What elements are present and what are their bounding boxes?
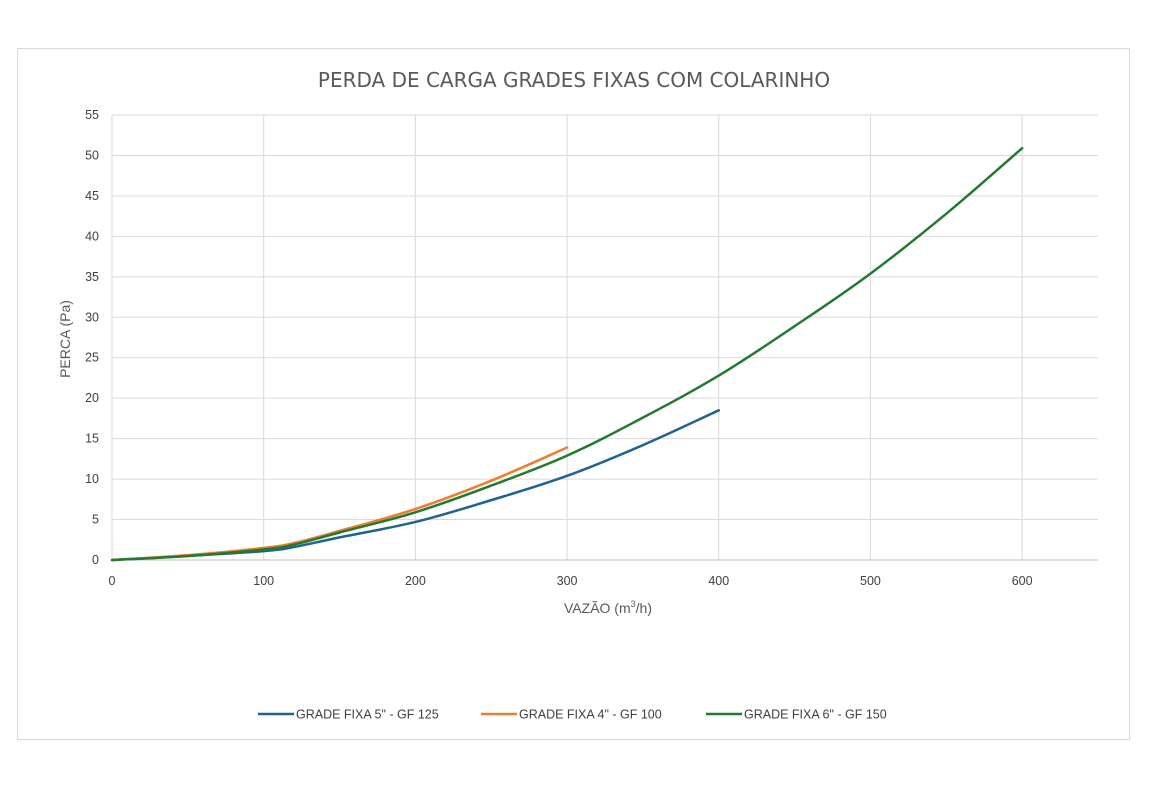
- legend: GRADE FIXA 5" - GF 125 GRADE FIXA 4" - GF…: [258, 708, 887, 722]
- y-axis-title: PERCA (Pa): [57, 300, 73, 378]
- chart-title: PERDA DE CARGA GRADES FIXAS COM COLARINH…: [318, 68, 830, 92]
- y-tick-label: 55: [85, 108, 99, 122]
- y-tick-label: 40: [85, 229, 99, 243]
- x-tick-label: 0: [109, 574, 116, 588]
- y-tick-label: 10: [85, 472, 99, 486]
- y-tick-label: 5: [92, 513, 99, 527]
- y-tick-label: 35: [85, 270, 99, 284]
- gridlines: [112, 114, 1098, 560]
- x-tick-label: 200: [405, 574, 426, 588]
- legend-label: GRADE FIXA 6" - GF 150: [744, 708, 887, 722]
- x-axis-title-superscript: 3: [631, 599, 636, 609]
- legend-item-3: GRADE FIXA 6" - GF 150: [706, 708, 887, 722]
- chart-frame: 0 5 10 15 20 25 30 35 40 45 50 55 0 100 200 300 400 500 60…: [17, 48, 1130, 740]
- y-tick-label: 25: [85, 351, 99, 365]
- series-lines: [110, 146, 1024, 562]
- y-tick-label: 15: [85, 432, 99, 446]
- x-axis-title-suffix: /h): [636, 600, 652, 616]
- legend-item-2: GRADE FIXA 4" - GF 100: [481, 708, 662, 722]
- x-tick-label: 500: [860, 574, 881, 588]
- tick-labels: 0 5 10 15 20 25 30 35 40 45 50 55 0 100 200 300 400 500 60…: [85, 108, 1033, 588]
- axes: [111, 115, 1098, 561]
- x-axis-title-prefix: VAZÃO (m: [564, 600, 631, 616]
- legend-label: GRADE FIXA 4" - GF 100: [519, 708, 662, 722]
- x-tick-label: 400: [708, 574, 729, 588]
- legend-item-1: GRADE FIXA 5" - GF 125: [258, 708, 439, 722]
- y-tick-label: 50: [85, 148, 99, 162]
- y-tick-label: 30: [85, 310, 99, 324]
- x-tick-label: 100: [253, 574, 274, 588]
- series-line-3: [110, 146, 1024, 562]
- legend-label: GRADE FIXA 5" - GF 125: [296, 708, 439, 722]
- x-axis-title: VAZÃO (m3/h): [564, 599, 652, 616]
- y-tick-label: 45: [85, 189, 99, 203]
- x-tick-label: 300: [557, 574, 578, 588]
- y-tick-label: 0: [92, 553, 99, 567]
- series-line-2: [110, 446, 569, 562]
- line-chart: 0 5 10 15 20 25 30 35 40 45 50 55 0 100 200 300 400 500 60…: [57, 68, 1098, 722]
- y-tick-label: 20: [85, 391, 99, 405]
- x-tick-label: 600: [1012, 574, 1033, 588]
